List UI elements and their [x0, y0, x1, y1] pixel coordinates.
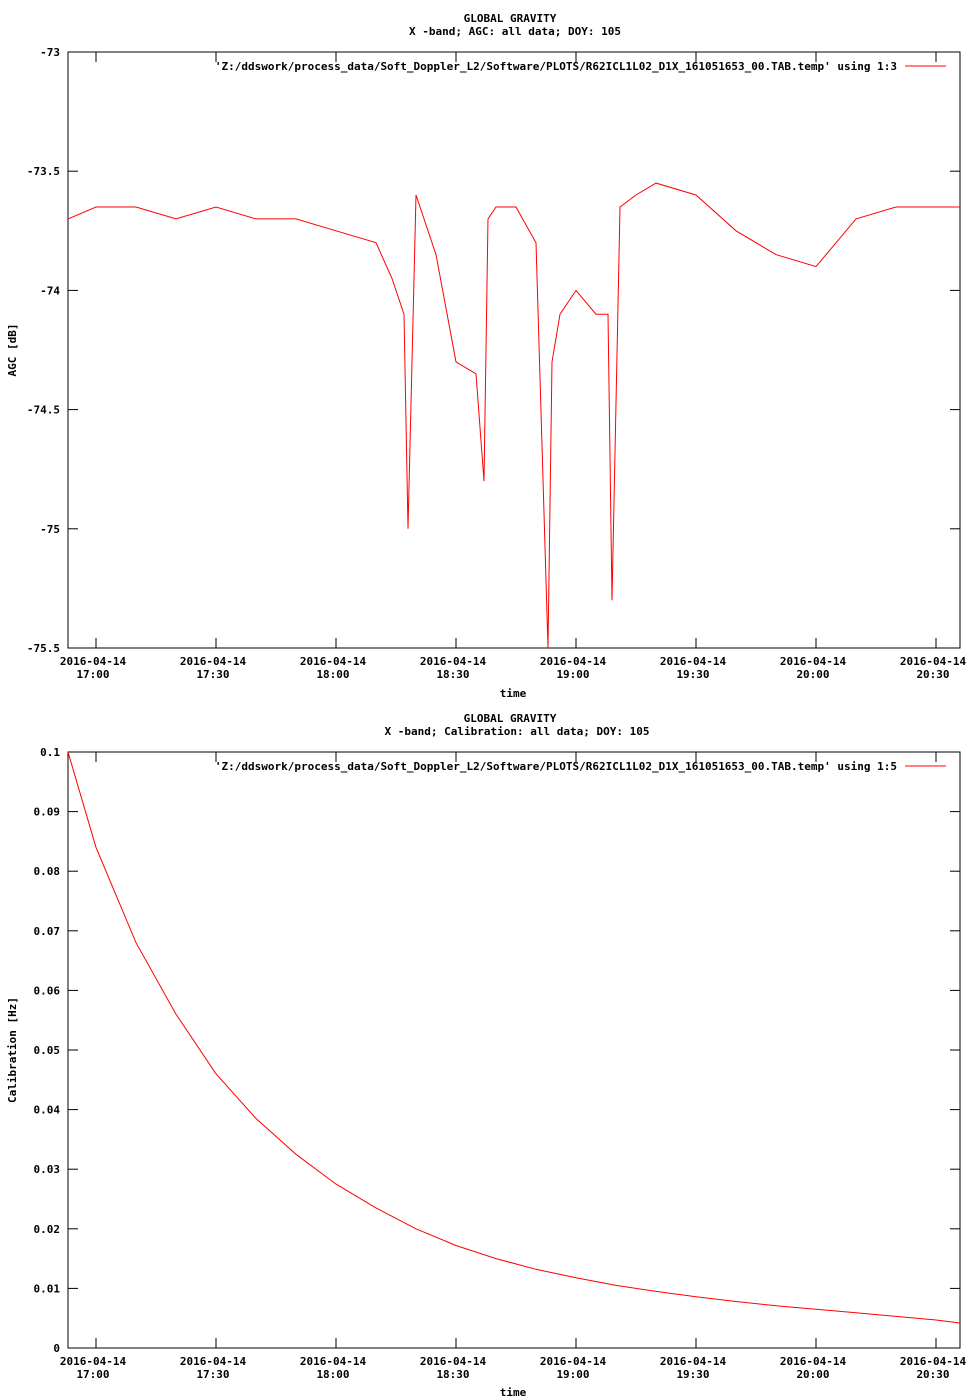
calibration-y-tick-label: 0.07 — [34, 925, 61, 938]
calibration-x-tick-date: 2016-04-14 — [660, 1355, 727, 1368]
calibration-chart-subtitle: X -band; Calibration: all data; DOY: 105 — [385, 725, 650, 738]
agc-y-ticks: -73 -73.5 -74 -74.5 -75 -75.5 — [27, 46, 960, 655]
calibration-legend-label: 'Z:/ddswork/process_data/Soft_Doppler_L2… — [215, 760, 897, 773]
agc-series-line — [67, 182, 960, 649]
agc-x-tick-time: 20:30 — [916, 668, 949, 681]
agc-x-tick-date: 2016-04-14 — [540, 655, 607, 668]
agc-x-tick-time: 17:00 — [76, 668, 109, 681]
calibration-x-tick-date: 2016-04-14 — [540, 1355, 607, 1368]
agc-y-tick-label: -74.5 — [27, 404, 60, 417]
calibration-x-tick-date: 2016-04-14 — [900, 1355, 967, 1368]
agc-chart: GLOBAL GRAVITY X -band; AGC: all data; D… — [6, 12, 966, 700]
agc-x-tick-time: 17:30 — [196, 668, 229, 681]
calibration-y-tick-label: 0.06 — [34, 984, 61, 997]
agc-x-tick-time: 19:30 — [676, 668, 709, 681]
calibration-y-ticks: 0.1 0.09 0.08 0.07 0.06 0.05 0.04 0.03 0.02 0.01 0 — [34, 746, 960, 1355]
calibration-y-tick-label: 0.01 — [34, 1282, 61, 1295]
calibration-chart-title: GLOBAL GRAVITY — [464, 712, 557, 725]
agc-x-tick-date: 2016-04-14 — [180, 655, 247, 668]
agc-plot-frame — [67, 51, 961, 649]
calibration-y-tick-label: 0.05 — [34, 1044, 61, 1057]
agc-x-tick-time: 19:00 — [556, 668, 589, 681]
agc-x-tick-time: 18:30 — [436, 668, 469, 681]
agc-chart-subtitle: X -band; AGC: all data; DOY: 105 — [409, 25, 621, 38]
agc-y-tick-label: -73.5 — [27, 165, 60, 178]
agc-x-tick-date: 2016-04-14 — [900, 655, 967, 668]
calibration-x-tick-time: 17:00 — [76, 1368, 109, 1381]
agc-chart-title: GLOBAL GRAVITY — [464, 12, 557, 25]
agc-x-axis-label: time — [500, 687, 527, 700]
agc-legend-label: 'Z:/ddswork/process_data/Soft_Doppler_L2… — [215, 60, 897, 73]
agc-x-tick-time: 20:00 — [796, 668, 829, 681]
calibration-y-tick-label: 0.02 — [34, 1223, 61, 1236]
calibration-plot-frame — [67, 751, 961, 1349]
calibration-x-tick-date: 2016-04-14 — [60, 1355, 127, 1368]
calibration-x-tick-time: 17:30 — [196, 1368, 229, 1381]
calibration-chart: GLOBAL GRAVITY X -band; Calibration: all… — [6, 712, 966, 1399]
agc-x-ticks: 2016-04-1417:002016-04-1417:302016-04-14… — [60, 52, 967, 681]
calibration-x-tick-date: 2016-04-14 — [780, 1355, 847, 1368]
calibration-x-tick-date: 2016-04-14 — [420, 1355, 487, 1368]
agc-x-tick-date: 2016-04-14 — [420, 655, 487, 668]
agc-x-tick-date: 2016-04-14 — [780, 655, 847, 668]
calibration-y-tick-label: 0 — [53, 1342, 60, 1355]
calibration-y-tick-label: 0.1 — [40, 746, 60, 759]
calibration-x-axis-label: time — [500, 1386, 527, 1399]
agc-x-tick-date: 2016-04-14 — [60, 655, 127, 668]
calibration-y-axis-label: Calibration [Hz] — [6, 997, 19, 1103]
calibration-y-tick-label: 0.09 — [34, 806, 61, 819]
calibration-y-tick-label: 0.08 — [34, 865, 61, 878]
calibration-series-line — [67, 751, 961, 1324]
calibration-x-tick-time: 18:00 — [316, 1368, 349, 1381]
calibration-x-tick-time: 19:30 — [676, 1368, 709, 1381]
calibration-x-tick-date: 2016-04-14 — [300, 1355, 367, 1368]
calibration-y-tick-label: 0.04 — [34, 1104, 61, 1117]
agc-x-tick-time: 18:00 — [316, 668, 349, 681]
agc-y-axis-label: AGC [dB] — [6, 324, 19, 377]
agc-y-tick-label: -75 — [40, 523, 60, 536]
agc-y-tick-label: -75.5 — [27, 642, 60, 655]
calibration-x-tick-time: 20:30 — [916, 1368, 949, 1381]
calibration-x-tick-date: 2016-04-14 — [180, 1355, 247, 1368]
agc-y-tick-label: -73 — [40, 46, 60, 59]
agc-x-tick-date: 2016-04-14 — [660, 655, 727, 668]
calibration-x-tick-time: 18:30 — [436, 1368, 469, 1381]
calibration-x-tick-time: 20:00 — [796, 1368, 829, 1381]
agc-y-tick-label: -74 — [40, 284, 60, 297]
calibration-x-ticks: 2016-04-1417:002016-04-1417:302016-04-14… — [60, 752, 967, 1381]
calibration-x-tick-time: 19:00 — [556, 1368, 589, 1381]
agc-x-tick-date: 2016-04-14 — [300, 655, 367, 668]
calibration-y-tick-label: 0.03 — [34, 1163, 61, 1176]
